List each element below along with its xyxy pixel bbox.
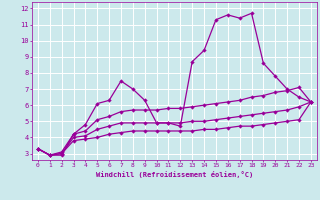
X-axis label: Windchill (Refroidissement éolien,°C): Windchill (Refroidissement éolien,°C): [96, 171, 253, 178]
